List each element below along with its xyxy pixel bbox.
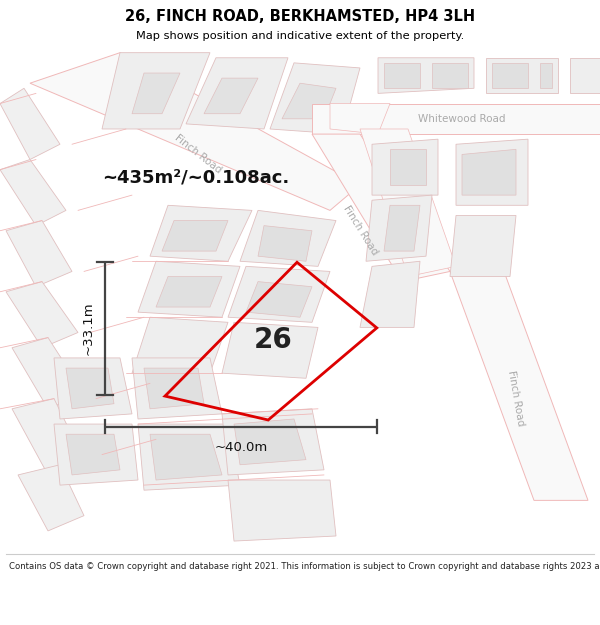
Polygon shape [282,83,336,119]
Polygon shape [450,216,516,276]
Polygon shape [384,205,420,251]
Polygon shape [234,419,306,465]
Polygon shape [384,63,420,88]
Polygon shape [222,322,318,378]
Polygon shape [360,129,456,276]
Polygon shape [378,58,474,93]
Polygon shape [0,159,66,226]
Polygon shape [138,261,240,318]
Polygon shape [222,409,324,475]
Polygon shape [462,149,516,195]
Text: 26: 26 [254,326,292,354]
Polygon shape [270,63,360,134]
Text: Finch Road: Finch Road [173,133,223,176]
Text: ~40.0m: ~40.0m [214,441,268,454]
Polygon shape [150,434,222,480]
Polygon shape [540,63,552,88]
Polygon shape [258,226,312,261]
Polygon shape [150,205,252,261]
Polygon shape [66,368,114,409]
Polygon shape [228,480,336,541]
Polygon shape [372,139,438,195]
Polygon shape [54,424,138,485]
Polygon shape [240,211,336,266]
Polygon shape [0,88,60,159]
Polygon shape [432,63,468,88]
Text: Finch Road: Finch Road [506,370,526,428]
Polygon shape [102,52,210,129]
Text: Whitewood Road: Whitewood Road [418,114,506,124]
Polygon shape [570,58,600,93]
Polygon shape [156,276,222,307]
Polygon shape [450,271,588,501]
Polygon shape [54,358,132,419]
Text: 26, FINCH ROAD, BERKHAMSTED, HP4 3LH: 26, FINCH ROAD, BERKHAMSTED, HP4 3LH [125,9,475,24]
Polygon shape [18,465,84,531]
Polygon shape [360,261,420,328]
Polygon shape [246,282,312,318]
Polygon shape [486,58,558,93]
Polygon shape [6,282,78,348]
Polygon shape [456,139,528,205]
Polygon shape [162,221,228,251]
Text: Contains OS data © Crown copyright and database right 2021. This information is : Contains OS data © Crown copyright and d… [9,562,600,571]
Polygon shape [204,78,258,114]
Polygon shape [186,58,288,129]
Text: ~33.1m: ~33.1m [82,302,95,355]
Polygon shape [228,266,330,322]
Text: Map shows position and indicative extent of the property.: Map shows position and indicative extent… [136,31,464,41]
Polygon shape [390,149,426,185]
Polygon shape [12,338,84,409]
Text: ~435m²/~0.108ac.: ~435m²/~0.108ac. [102,168,289,186]
Text: Finch Road: Finch Road [341,204,379,258]
Polygon shape [6,221,72,287]
Polygon shape [330,104,390,134]
Polygon shape [132,73,180,114]
Polygon shape [492,63,528,88]
Polygon shape [132,318,228,373]
Polygon shape [66,434,120,475]
Polygon shape [312,104,600,134]
Polygon shape [312,134,450,282]
Polygon shape [366,195,432,261]
Polygon shape [132,358,222,419]
Polygon shape [30,52,360,211]
Polygon shape [144,368,204,409]
Polygon shape [138,424,240,490]
Polygon shape [12,399,84,475]
